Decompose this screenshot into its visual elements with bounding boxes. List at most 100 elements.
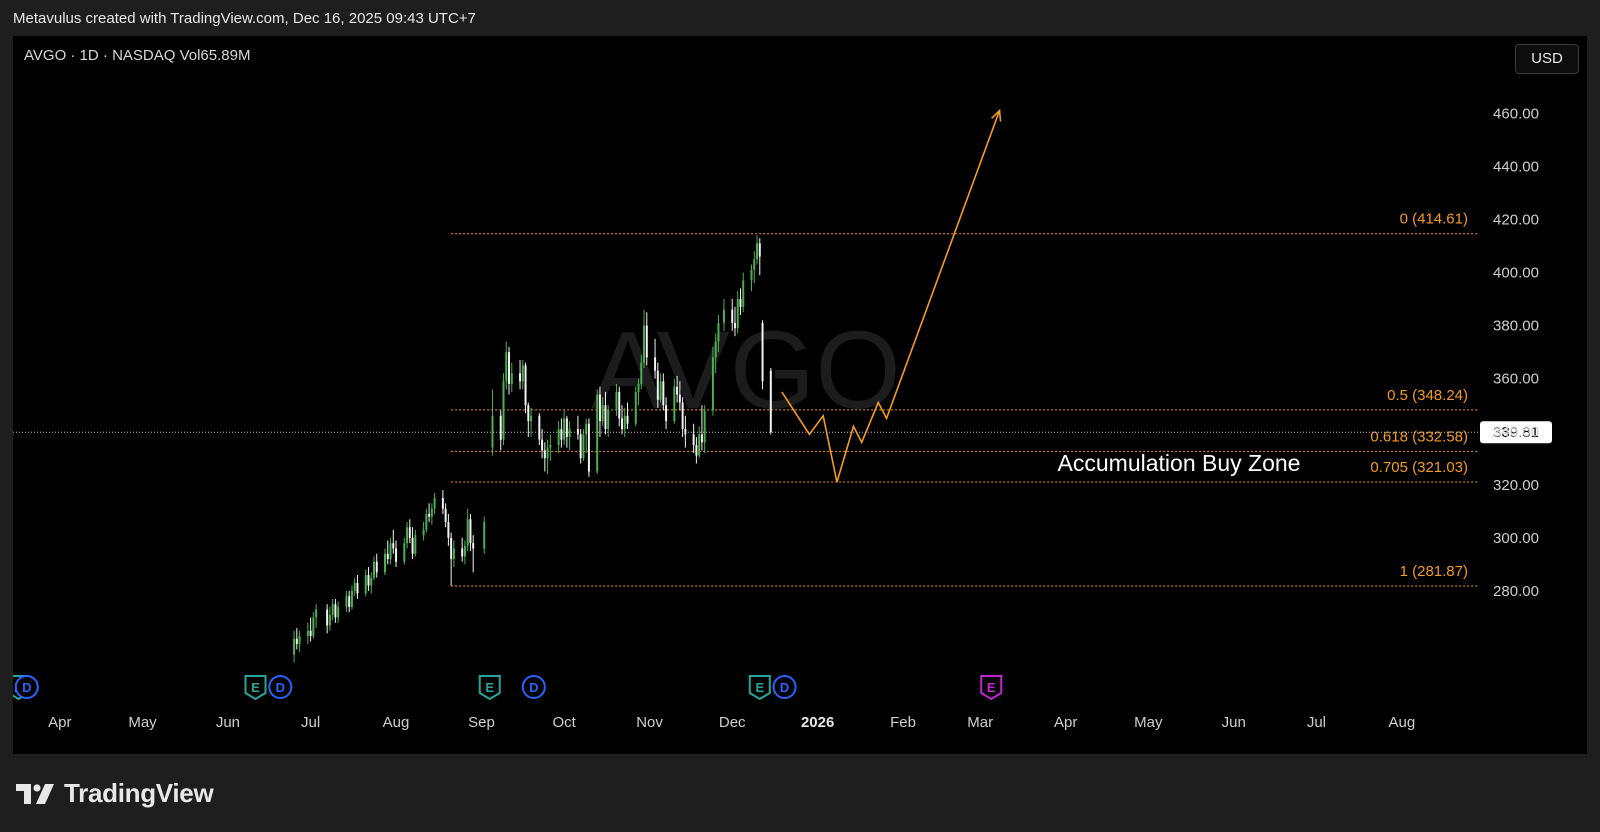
earnings-marker: E	[244, 675, 267, 701]
candle-body	[472, 543, 475, 549]
earnings-badge-shape	[980, 675, 1003, 701]
price-chart[interactable]: AVGO 0 (414.61) 0.5 (348.24) 0.618 (332.58…	[13, 36, 1587, 754]
candle-body	[623, 415, 626, 430]
candle-body	[370, 577, 373, 586]
candle-body	[645, 325, 648, 358]
candle-body	[620, 418, 623, 430]
projection-path[interactable]	[781, 108, 1002, 483]
candle-body	[350, 590, 353, 607]
candle-body	[510, 373, 513, 384]
candle-body	[711, 357, 714, 411]
price-tick-label: 380.00	[1493, 318, 1539, 335]
candle-body	[356, 582, 359, 594]
candle-body	[722, 309, 725, 323]
candle-body	[604, 405, 607, 430]
candle-body	[598, 394, 601, 422]
dividend-badge-shape	[14, 675, 39, 699]
candle-body	[508, 352, 511, 384]
candle-body	[295, 638, 298, 644]
currency-button[interactable]: USD	[1515, 44, 1579, 74]
candle-body	[665, 405, 668, 422]
candle-body	[483, 521, 486, 549]
candle-body	[331, 604, 334, 615]
price-tick-label: 400.00	[1493, 264, 1539, 281]
time-tick-label: May	[128, 714, 157, 731]
candle-body	[306, 630, 309, 637]
candle-body	[579, 434, 582, 459]
candle-body	[703, 410, 706, 443]
candle-body	[315, 609, 318, 618]
candle-body	[293, 638, 296, 655]
candle-body	[447, 521, 450, 538]
candle-body	[430, 508, 433, 517]
candle-body	[444, 508, 447, 522]
dividend-marker: D	[521, 675, 546, 699]
time-axis[interactable]: Apr May Jun Jul Aug Sep Oct Nov Dec 2026 Feb Mar Apr…	[48, 714, 1415, 731]
time-tick-label: Aug	[383, 714, 410, 731]
candle-body	[769, 370, 772, 433]
symbol-watermark: AVGO	[591, 309, 901, 432]
fib-level-label: 0.618 (332.58)	[1370, 428, 1468, 445]
candle-body	[560, 429, 563, 440]
fib-level-label: 0.5 (348.24)	[1387, 387, 1468, 404]
candle-body	[521, 365, 524, 382]
earnings-marker: E	[748, 675, 771, 701]
candle-body	[386, 553, 389, 560]
candle-body	[406, 527, 409, 544]
price-tick-label: 360.00	[1493, 371, 1539, 388]
tradingview-logo[interactable]: TradingView	[16, 778, 214, 809]
candle-body	[353, 582, 356, 591]
candle-body	[414, 535, 417, 554]
candle-body	[428, 513, 431, 517]
candle-body	[626, 415, 629, 424]
last-price-value: 339.81	[1493, 424, 1539, 441]
candle-body	[309, 630, 312, 637]
candle-body	[505, 352, 508, 382]
candle-body	[656, 370, 659, 400]
accumulation-zone-label[interactable]: Accumulation Buy Zone	[1058, 450, 1301, 476]
candle-body	[585, 423, 588, 435]
candle-body	[758, 243, 761, 257]
candle-body	[395, 548, 398, 562]
price-tick-label: 420.00	[1493, 211, 1539, 228]
price-axis[interactable]: 280.00 300.00 320.00 340.00 360.00 380.00 400.…	[1493, 105, 1539, 600]
candle-body	[524, 365, 527, 406]
time-tick-label: Sep	[468, 714, 495, 731]
candle-body	[557, 429, 560, 445]
candle-body	[568, 429, 571, 438]
candle-body	[582, 434, 585, 459]
candle-body	[637, 383, 640, 392]
time-tick-label: Mar	[967, 714, 993, 731]
candle-body	[681, 402, 684, 430]
time-tick-label: Jun	[1222, 714, 1246, 731]
candle-body	[502, 381, 505, 440]
event-badge-label: E	[251, 680, 260, 695]
candle-body	[634, 391, 637, 424]
candle-body	[348, 596, 351, 607]
candle-body	[640, 362, 643, 384]
chart-panel[interactable]: AVGO 0 (414.61) 0.5 (348.24) 0.618 (332.58…	[13, 36, 1587, 754]
earnings-badge-shape	[244, 675, 267, 701]
fib-level-label: 0.705 (321.03)	[1370, 459, 1468, 476]
candle-body	[731, 309, 734, 323]
earnings-badge-shape	[748, 675, 771, 701]
event-badge-label: E	[485, 680, 494, 695]
price-tick-label: 340.00	[1493, 424, 1539, 441]
candle-body	[700, 434, 703, 443]
time-tick-label: Nov	[636, 714, 663, 731]
fib-retracement[interactable]: 0 (414.61) 0.5 (348.24) 0.618 (332.58) 0.70…	[451, 211, 1479, 587]
candle-body	[469, 519, 472, 544]
candle-body	[463, 545, 466, 557]
candle-body	[565, 418, 568, 438]
time-tick-label: Dec	[719, 714, 746, 731]
candle-body	[499, 415, 502, 440]
time-tick-label: Feb	[890, 714, 916, 731]
time-tick-label: May	[1134, 714, 1163, 731]
candle-body	[328, 614, 331, 626]
dividend-badge-shape	[772, 675, 797, 699]
candle-body	[756, 243, 759, 260]
candle-body	[678, 394, 681, 403]
candle-body	[408, 527, 411, 538]
event-badge-label: E	[987, 680, 996, 695]
earnings-badge-shape	[478, 675, 501, 701]
